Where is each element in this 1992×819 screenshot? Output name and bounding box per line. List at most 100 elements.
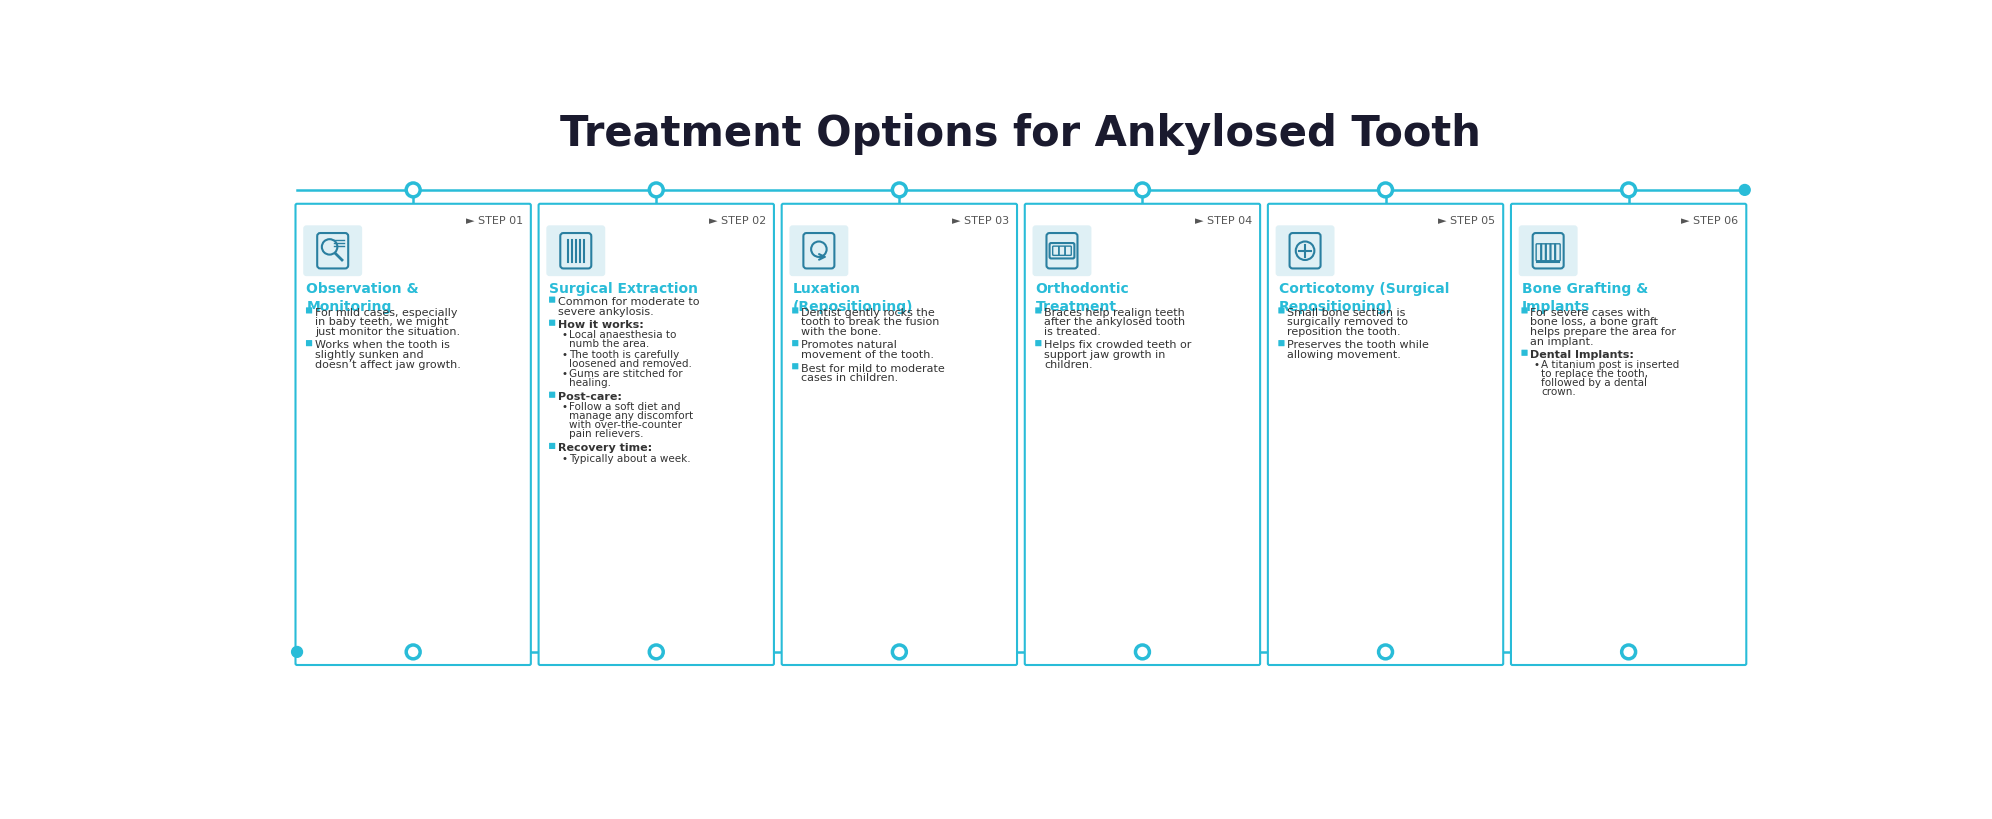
FancyBboxPatch shape <box>1032 225 1092 276</box>
Text: Recovery time:: Recovery time: <box>558 443 651 453</box>
Text: Best for mild to moderate: Best for mild to moderate <box>801 364 944 373</box>
Text: •: • <box>562 402 568 413</box>
Circle shape <box>892 645 906 658</box>
Circle shape <box>1621 183 1635 197</box>
Circle shape <box>1378 183 1392 197</box>
Circle shape <box>1135 183 1149 197</box>
Text: bone loss, a bone graft: bone loss, a bone graft <box>1530 317 1657 328</box>
Text: doesn’t affect jaw growth.: doesn’t affect jaw growth. <box>315 360 460 369</box>
Circle shape <box>406 183 420 197</box>
Text: Observation &
Monitoring: Observation & Monitoring <box>307 283 418 314</box>
Text: with the bone.: with the bone. <box>801 327 882 337</box>
Text: How it works:: How it works: <box>558 320 643 330</box>
Text: an implant.: an implant. <box>1530 337 1594 346</box>
FancyBboxPatch shape <box>538 204 775 665</box>
Text: followed by a dental: followed by a dental <box>1542 378 1647 388</box>
FancyBboxPatch shape <box>1512 204 1747 665</box>
Text: Works when the tooth is: Works when the tooth is <box>315 341 450 351</box>
FancyBboxPatch shape <box>793 340 799 346</box>
Circle shape <box>649 645 663 658</box>
Text: For severe cases with: For severe cases with <box>1530 308 1651 318</box>
Circle shape <box>1621 645 1635 658</box>
FancyBboxPatch shape <box>307 340 313 346</box>
Text: ► STEP 03: ► STEP 03 <box>952 216 1010 226</box>
Circle shape <box>1135 645 1149 658</box>
Circle shape <box>1378 645 1392 658</box>
Text: just monitor the situation.: just monitor the situation. <box>315 327 460 337</box>
Text: •: • <box>562 350 568 360</box>
Text: Promotes natural: Promotes natural <box>801 341 896 351</box>
Text: Treatment Options for Ankylosed Tooth: Treatment Options for Ankylosed Tooth <box>560 113 1482 155</box>
Text: •: • <box>562 454 568 464</box>
Text: Bone Grafting &
Implants: Bone Grafting & Implants <box>1522 283 1647 314</box>
Text: reposition the tooth.: reposition the tooth. <box>1287 327 1400 337</box>
FancyBboxPatch shape <box>1036 307 1042 314</box>
Text: •: • <box>1534 360 1540 370</box>
FancyBboxPatch shape <box>1522 350 1528 355</box>
FancyBboxPatch shape <box>303 225 363 276</box>
FancyBboxPatch shape <box>781 204 1018 665</box>
Text: Luxation
(Repositioning): Luxation (Repositioning) <box>793 283 912 314</box>
Text: severe ankylosis.: severe ankylosis. <box>558 306 653 317</box>
FancyBboxPatch shape <box>1024 204 1261 665</box>
FancyBboxPatch shape <box>793 363 799 369</box>
Text: numb the area.: numb the area. <box>570 339 649 349</box>
Text: healing.: healing. <box>570 378 612 387</box>
Text: Orthodontic
Treatment: Orthodontic Treatment <box>1036 283 1129 314</box>
Text: Common for moderate to: Common for moderate to <box>558 297 699 307</box>
Text: Helps fix crowded teeth or: Helps fix crowded teeth or <box>1044 341 1191 351</box>
Text: Follow a soft diet and: Follow a soft diet and <box>570 402 681 413</box>
Text: Gums are stitched for: Gums are stitched for <box>570 369 683 379</box>
Text: children.: children. <box>1044 360 1094 369</box>
Text: The tooth is carefully: The tooth is carefully <box>570 350 679 360</box>
Text: pain relievers.: pain relievers. <box>570 429 643 439</box>
Text: is treated.: is treated. <box>1044 327 1102 337</box>
FancyBboxPatch shape <box>546 225 606 276</box>
FancyBboxPatch shape <box>295 204 530 665</box>
Text: to replace the tooth,: to replace the tooth, <box>1542 369 1647 379</box>
FancyBboxPatch shape <box>1279 340 1285 346</box>
FancyBboxPatch shape <box>1036 340 1042 346</box>
Circle shape <box>291 646 303 658</box>
Text: Post-care:: Post-care: <box>558 392 622 402</box>
FancyBboxPatch shape <box>550 391 556 398</box>
Text: movement of the tooth.: movement of the tooth. <box>801 350 934 360</box>
FancyBboxPatch shape <box>1275 225 1335 276</box>
Circle shape <box>406 645 420 658</box>
Text: manage any discomfort: manage any discomfort <box>570 411 693 421</box>
Text: with over-the-counter: with over-the-counter <box>570 420 681 430</box>
FancyBboxPatch shape <box>550 296 556 303</box>
FancyBboxPatch shape <box>793 307 799 314</box>
Circle shape <box>649 183 663 197</box>
Text: in baby teeth, we might: in baby teeth, we might <box>315 317 448 328</box>
Text: ► STEP 01: ► STEP 01 <box>466 216 524 226</box>
Text: Dentist gently rocks the: Dentist gently rocks the <box>801 308 934 318</box>
Text: Preserves the tooth while: Preserves the tooth while <box>1287 341 1428 351</box>
Text: Dental Implants:: Dental Implants: <box>1530 350 1633 360</box>
Text: Small bone section is: Small bone section is <box>1287 308 1406 318</box>
Text: helps prepare the area for: helps prepare the area for <box>1530 327 1677 337</box>
Text: ► STEP 05: ► STEP 05 <box>1438 216 1496 226</box>
Text: tooth to break the fusion: tooth to break the fusion <box>801 317 940 328</box>
Text: Local anaesthesia to: Local anaesthesia to <box>570 330 675 341</box>
FancyBboxPatch shape <box>1522 307 1528 314</box>
Text: •: • <box>562 369 568 379</box>
Text: Surgical Extraction: Surgical Extraction <box>550 283 699 296</box>
Text: loosened and removed.: loosened and removed. <box>570 359 691 369</box>
Text: ► STEP 06: ► STEP 06 <box>1681 216 1739 226</box>
FancyBboxPatch shape <box>789 225 849 276</box>
Circle shape <box>1739 184 1751 195</box>
Text: slightly sunken and: slightly sunken and <box>315 350 424 360</box>
Text: ► STEP 04: ► STEP 04 <box>1195 216 1253 226</box>
Text: surgically removed to: surgically removed to <box>1287 317 1408 328</box>
FancyBboxPatch shape <box>1279 307 1285 314</box>
Text: ► STEP 02: ► STEP 02 <box>709 216 767 226</box>
Text: cases in children.: cases in children. <box>801 373 898 383</box>
Circle shape <box>892 183 906 197</box>
FancyBboxPatch shape <box>550 319 556 326</box>
Text: Corticotomy (Surgical
Repositioning): Corticotomy (Surgical Repositioning) <box>1279 283 1448 314</box>
Text: after the ankylosed tooth: after the ankylosed tooth <box>1044 317 1185 328</box>
Text: For mild cases, especially: For mild cases, especially <box>315 308 458 318</box>
FancyBboxPatch shape <box>550 443 556 449</box>
Text: allowing movement.: allowing movement. <box>1287 350 1400 360</box>
